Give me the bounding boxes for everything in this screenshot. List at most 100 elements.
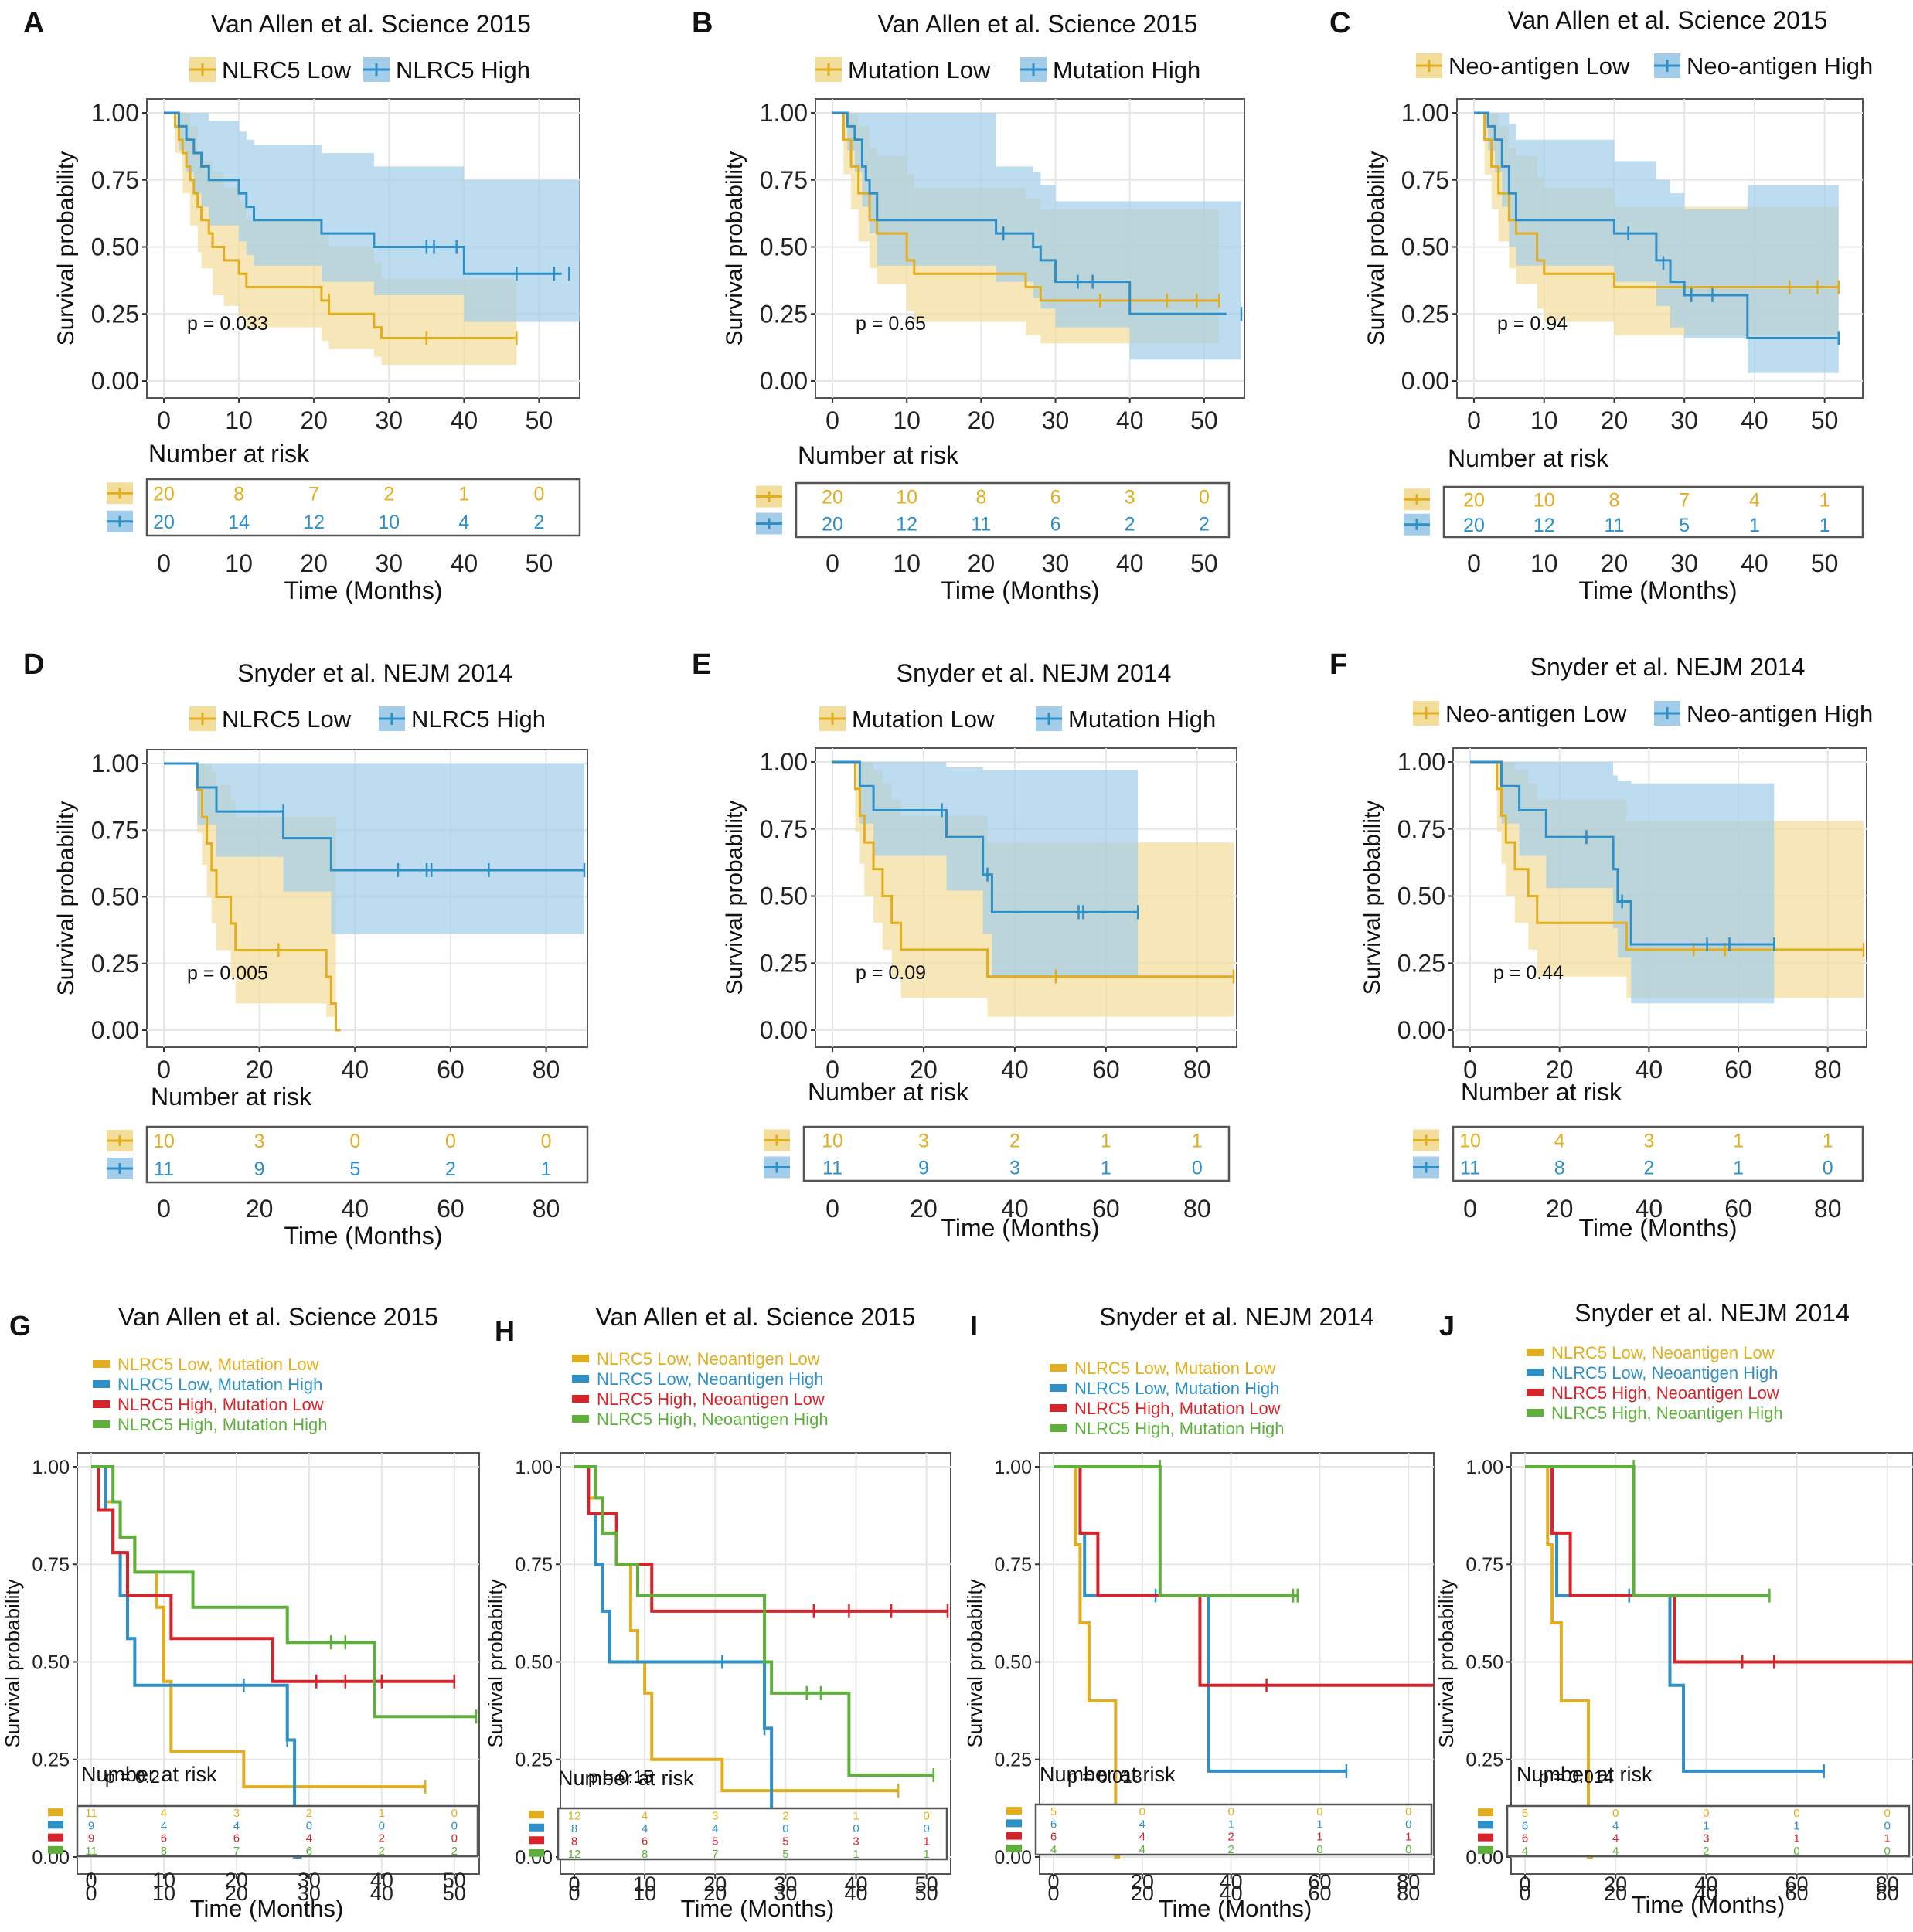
risk-count: 1: [1101, 1131, 1111, 1152]
risk-count: 0: [451, 1807, 458, 1820]
risk-count: 10: [153, 1131, 175, 1152]
x-tick-label: 20: [703, 1882, 727, 1905]
legend-label-3: NLRC5 High, Neoantigen High: [597, 1410, 829, 1429]
y-axis-title: Survival probability: [963, 1579, 986, 1747]
risk-count: 0: [853, 1822, 859, 1835]
y-tick-label: 0.00: [91, 367, 139, 395]
y-axis-title: Survival probability: [1363, 151, 1389, 346]
risk-count: 20: [153, 512, 175, 533]
panel-d: D Snyder et al. NEJM 2014 NLRC5 Low NLRC5 H…: [23, 648, 589, 1250]
x-tick-label: 10: [633, 1882, 656, 1905]
risk-x-tick-label: 50: [915, 1872, 938, 1896]
km-curve-3: [574, 1465, 934, 1777]
risk-count: 4: [642, 1809, 648, 1822]
risk-table: [145, 478, 581, 537]
y-axis-title: Survival probability: [53, 151, 79, 346]
risk-swatch-1: [529, 1823, 544, 1832]
risk-count: 4: [1749, 489, 1760, 511]
km-curve-2: [1054, 1465, 1434, 1687]
y-tick-label: 0.25: [91, 950, 139, 978]
risk-x-tick-label: 40: [1741, 549, 1768, 577]
risk-table-title: Number at risk: [1461, 1078, 1622, 1106]
legend-label-0: Neo-antigen Low: [1448, 53, 1630, 80]
risk-x-tick-label: 80: [1397, 1870, 1420, 1893]
km-curve-0: [832, 760, 1234, 978]
risk-count: 8: [571, 1835, 577, 1848]
risk-count: 6: [161, 1832, 167, 1845]
risk-count: 0: [1405, 1818, 1411, 1831]
risk-x-tick-label: 80: [1876, 1872, 1899, 1896]
y-tick-label: 0.50: [760, 883, 808, 910]
risk-count: 4: [1139, 1831, 1145, 1844]
legend-swatch-0: [1527, 1349, 1544, 1356]
legend: NLRC5 Low NLRC5 High: [189, 56, 530, 83]
risk-x-tick-label: 10: [893, 549, 921, 577]
ci-band-1: [164, 764, 584, 934]
x-tick-label: 20: [1604, 1882, 1627, 1905]
legend-label-0: NLRC5 Low, Mutation Low: [117, 1355, 319, 1374]
risk-count: 1: [1823, 1131, 1833, 1152]
x-tick-label: 40: [1001, 1056, 1029, 1083]
km-curve-1: [1470, 760, 1775, 946]
risk-table-title: Number at risk: [798, 441, 959, 469]
risk-count: 0: [1703, 1807, 1709, 1820]
ci-band-0: [164, 113, 517, 366]
risk-count: 0: [1405, 1843, 1411, 1856]
risk-swatch-2: [529, 1836, 544, 1845]
risk-x-tick-label: 50: [443, 1869, 466, 1892]
risk-count: 0: [1884, 1819, 1891, 1832]
legend-label-1: NLRC5 Low, Neoantigen High: [597, 1369, 824, 1389]
y-tick-label: 0.00: [1397, 1016, 1445, 1044]
y-tick-label: 0.00: [760, 367, 808, 395]
y-tick-label: 1.00: [91, 99, 139, 127]
risk-count: 12: [896, 514, 917, 536]
x-tick-label: 40: [1636, 1056, 1663, 1083]
risk-x-tick-label: 80: [533, 1195, 560, 1223]
y-tick-label: 0.50: [1397, 883, 1445, 910]
risk-count: 9: [88, 1819, 94, 1832]
x-tick-label: 60: [1308, 1882, 1331, 1905]
risk-x-tick-label: 0: [825, 1195, 839, 1223]
x-tick-label: 20: [1546, 1056, 1574, 1083]
risk-count: 0: [534, 483, 545, 505]
risk-count: 6: [306, 1845, 312, 1858]
risk-x-tick-label: 0: [1463, 1195, 1477, 1223]
x-tick-label: 0: [1467, 406, 1481, 434]
y-tick-label: 0.75: [760, 815, 808, 843]
risk-count: 2: [1227, 1843, 1234, 1856]
legend-label-1: Mutation High: [1053, 56, 1200, 83]
risk-count: 0: [1316, 1843, 1322, 1856]
legend-swatch-1: [1050, 1384, 1067, 1392]
risk-count: 12: [568, 1848, 581, 1861]
risk-table-title: Number at risk: [1040, 1763, 1176, 1786]
panel-c: C Van Allen et al. Science 2015 Neo-antige…: [1329, 6, 1873, 604]
y-tick-label: 1.00: [91, 750, 139, 777]
legend-label-0: NLRC5 Low, Mutation Low: [1074, 1359, 1276, 1378]
risk-table: [557, 1807, 948, 1861]
panel-b: B Van Allen et al. Science 2015 Mutation L…: [692, 7, 1245, 604]
legend-label-2: NLRC5 High, Neoantigen Low: [597, 1389, 825, 1409]
risk-swatch-3: [1478, 1845, 1493, 1854]
y-tick-label: 0.75: [91, 816, 139, 844]
risk-x-tick-label: 40: [451, 549, 478, 577]
risk-count: 0: [1884, 1845, 1891, 1858]
risk-count: 12: [303, 512, 325, 533]
legend: Mutation Low Mutation High: [815, 56, 1200, 83]
risk-count: 6: [1522, 1819, 1528, 1832]
p-value: p = 0.15: [588, 1767, 653, 1787]
legend-label-0: Mutation Low: [848, 56, 991, 83]
panel-label: A: [23, 7, 44, 39]
risk-count: 10: [896, 487, 917, 509]
risk-count: 4: [1612, 1819, 1619, 1832]
km-curve-3: [91, 1465, 476, 1719]
risk-swatch-2: [1478, 1833, 1493, 1842]
x-tick-label: 50: [443, 1882, 466, 1905]
risk-count: 0: [782, 1822, 788, 1835]
risk-count: 2: [1703, 1845, 1709, 1858]
risk-count: 5: [1522, 1807, 1528, 1820]
x-tick-label: 0: [825, 1056, 839, 1083]
risk-count: 5: [1679, 515, 1690, 536]
risk-count: 7: [1679, 489, 1690, 511]
x-tick-label: 30: [774, 1882, 797, 1905]
